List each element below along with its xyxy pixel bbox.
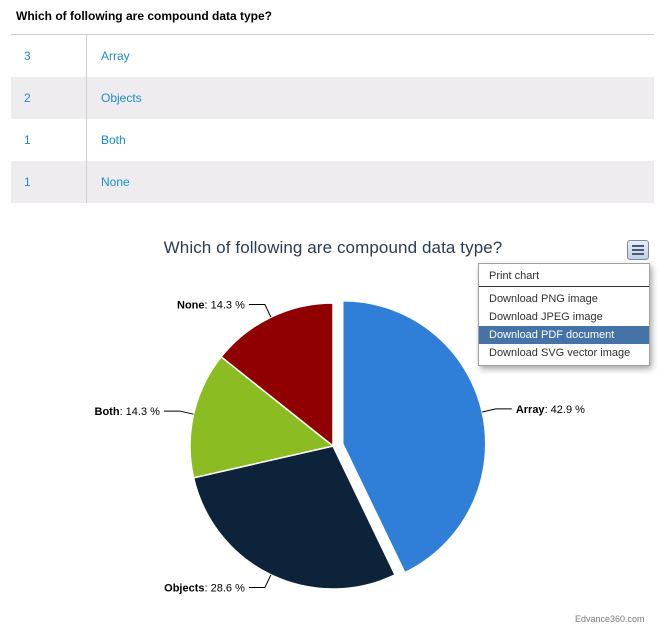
chart-title: Which of following are compound data typ… [163,238,503,257]
results-table: 3 Array 2 Objects 1 Both 1 None [11,34,654,203]
pie-data-label-both: Both: 14.3 % [95,406,161,418]
hamburger-icon [632,245,644,247]
pie-connector-both [163,410,194,415]
pie-data-label-none: None: 14.3 % [177,300,245,312]
watermark-credit[interactable]: Edvance360.com [575,614,645,624]
pie-slice-none[interactable] [220,302,334,448]
response-count: 3 [11,34,87,77]
chart-menu-button[interactable] [627,240,649,260]
answer-label: None [86,161,654,203]
pie-slice-array[interactable] [341,300,487,574]
answer-label: Array [101,49,130,63]
question-heading: Which of following are compound data typ… [16,9,272,23]
menu-item-download-png[interactable]: Download PNG image [489,293,598,305]
hamburger-icon-bar [632,253,644,255]
menu-item-download-pdf[interactable]: Download PDF document [479,326,649,344]
pie-data-label-objects: Objects: 28.6 % [164,582,245,594]
table-row: 1 Both [11,119,654,161]
response-count: 1 [11,119,87,161]
table-row: 3 Array [11,34,654,77]
pie-slice-both[interactable] [189,355,335,479]
export-menu: Print chart Download PNG image Download … [478,263,650,366]
answer-label: Both [101,133,126,147]
pie-connector-objects [248,574,272,588]
pie-connector-none [248,304,272,318]
table-row: 2 Objects [11,77,654,119]
answer-label: Objects [86,77,654,119]
menu-item-download-jpeg[interactable]: Download JPEG image [489,311,603,323]
pie-connector-array [482,408,512,413]
table-row: 1 None [11,161,654,203]
menu-item-print-chart[interactable]: Print chart [479,267,649,287]
response-count: 2 [11,77,87,119]
hamburger-icon-bar [632,249,644,251]
menu-item-download-svg[interactable]: Download SVG vector image [489,347,631,359]
pie-data-label-array: Array: 42.9 % [516,404,585,416]
response-count: 1 [11,161,87,203]
